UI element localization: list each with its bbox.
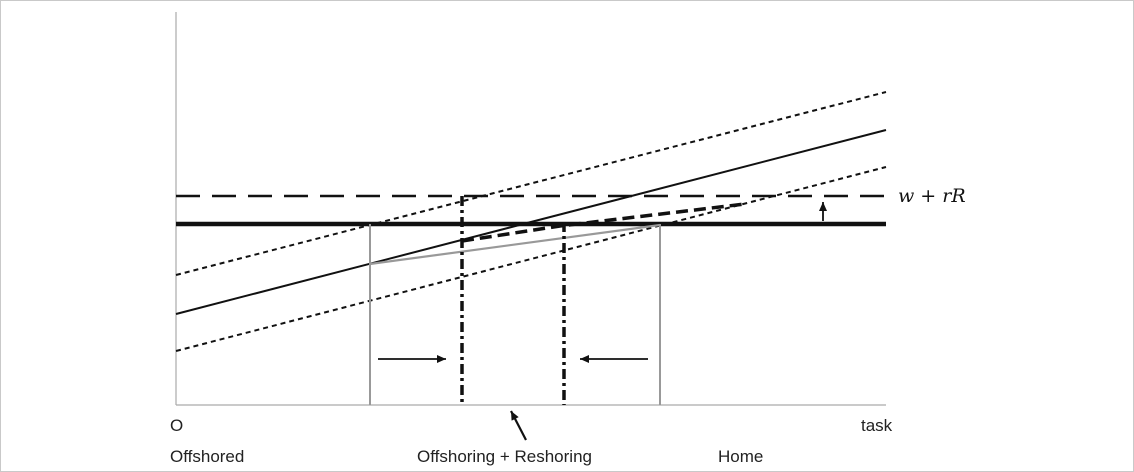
region-pointer-arrow xyxy=(510,410,527,441)
region-home-label: Home xyxy=(718,447,764,466)
region-offshored-label: Offshored xyxy=(170,447,245,466)
cost-line-label: w + rR xyxy=(898,185,966,207)
x-axis-label: task xyxy=(861,416,893,435)
upper-dotted-line xyxy=(175,91,887,276)
gray-envelope-line xyxy=(369,223,661,266)
origin-label: O xyxy=(170,416,184,435)
new-envelope-dashed-line xyxy=(461,202,746,243)
lower-dotted-line xyxy=(175,166,887,352)
region-offshoring-reshoring-label: Offshoring + Reshoring xyxy=(417,447,592,466)
